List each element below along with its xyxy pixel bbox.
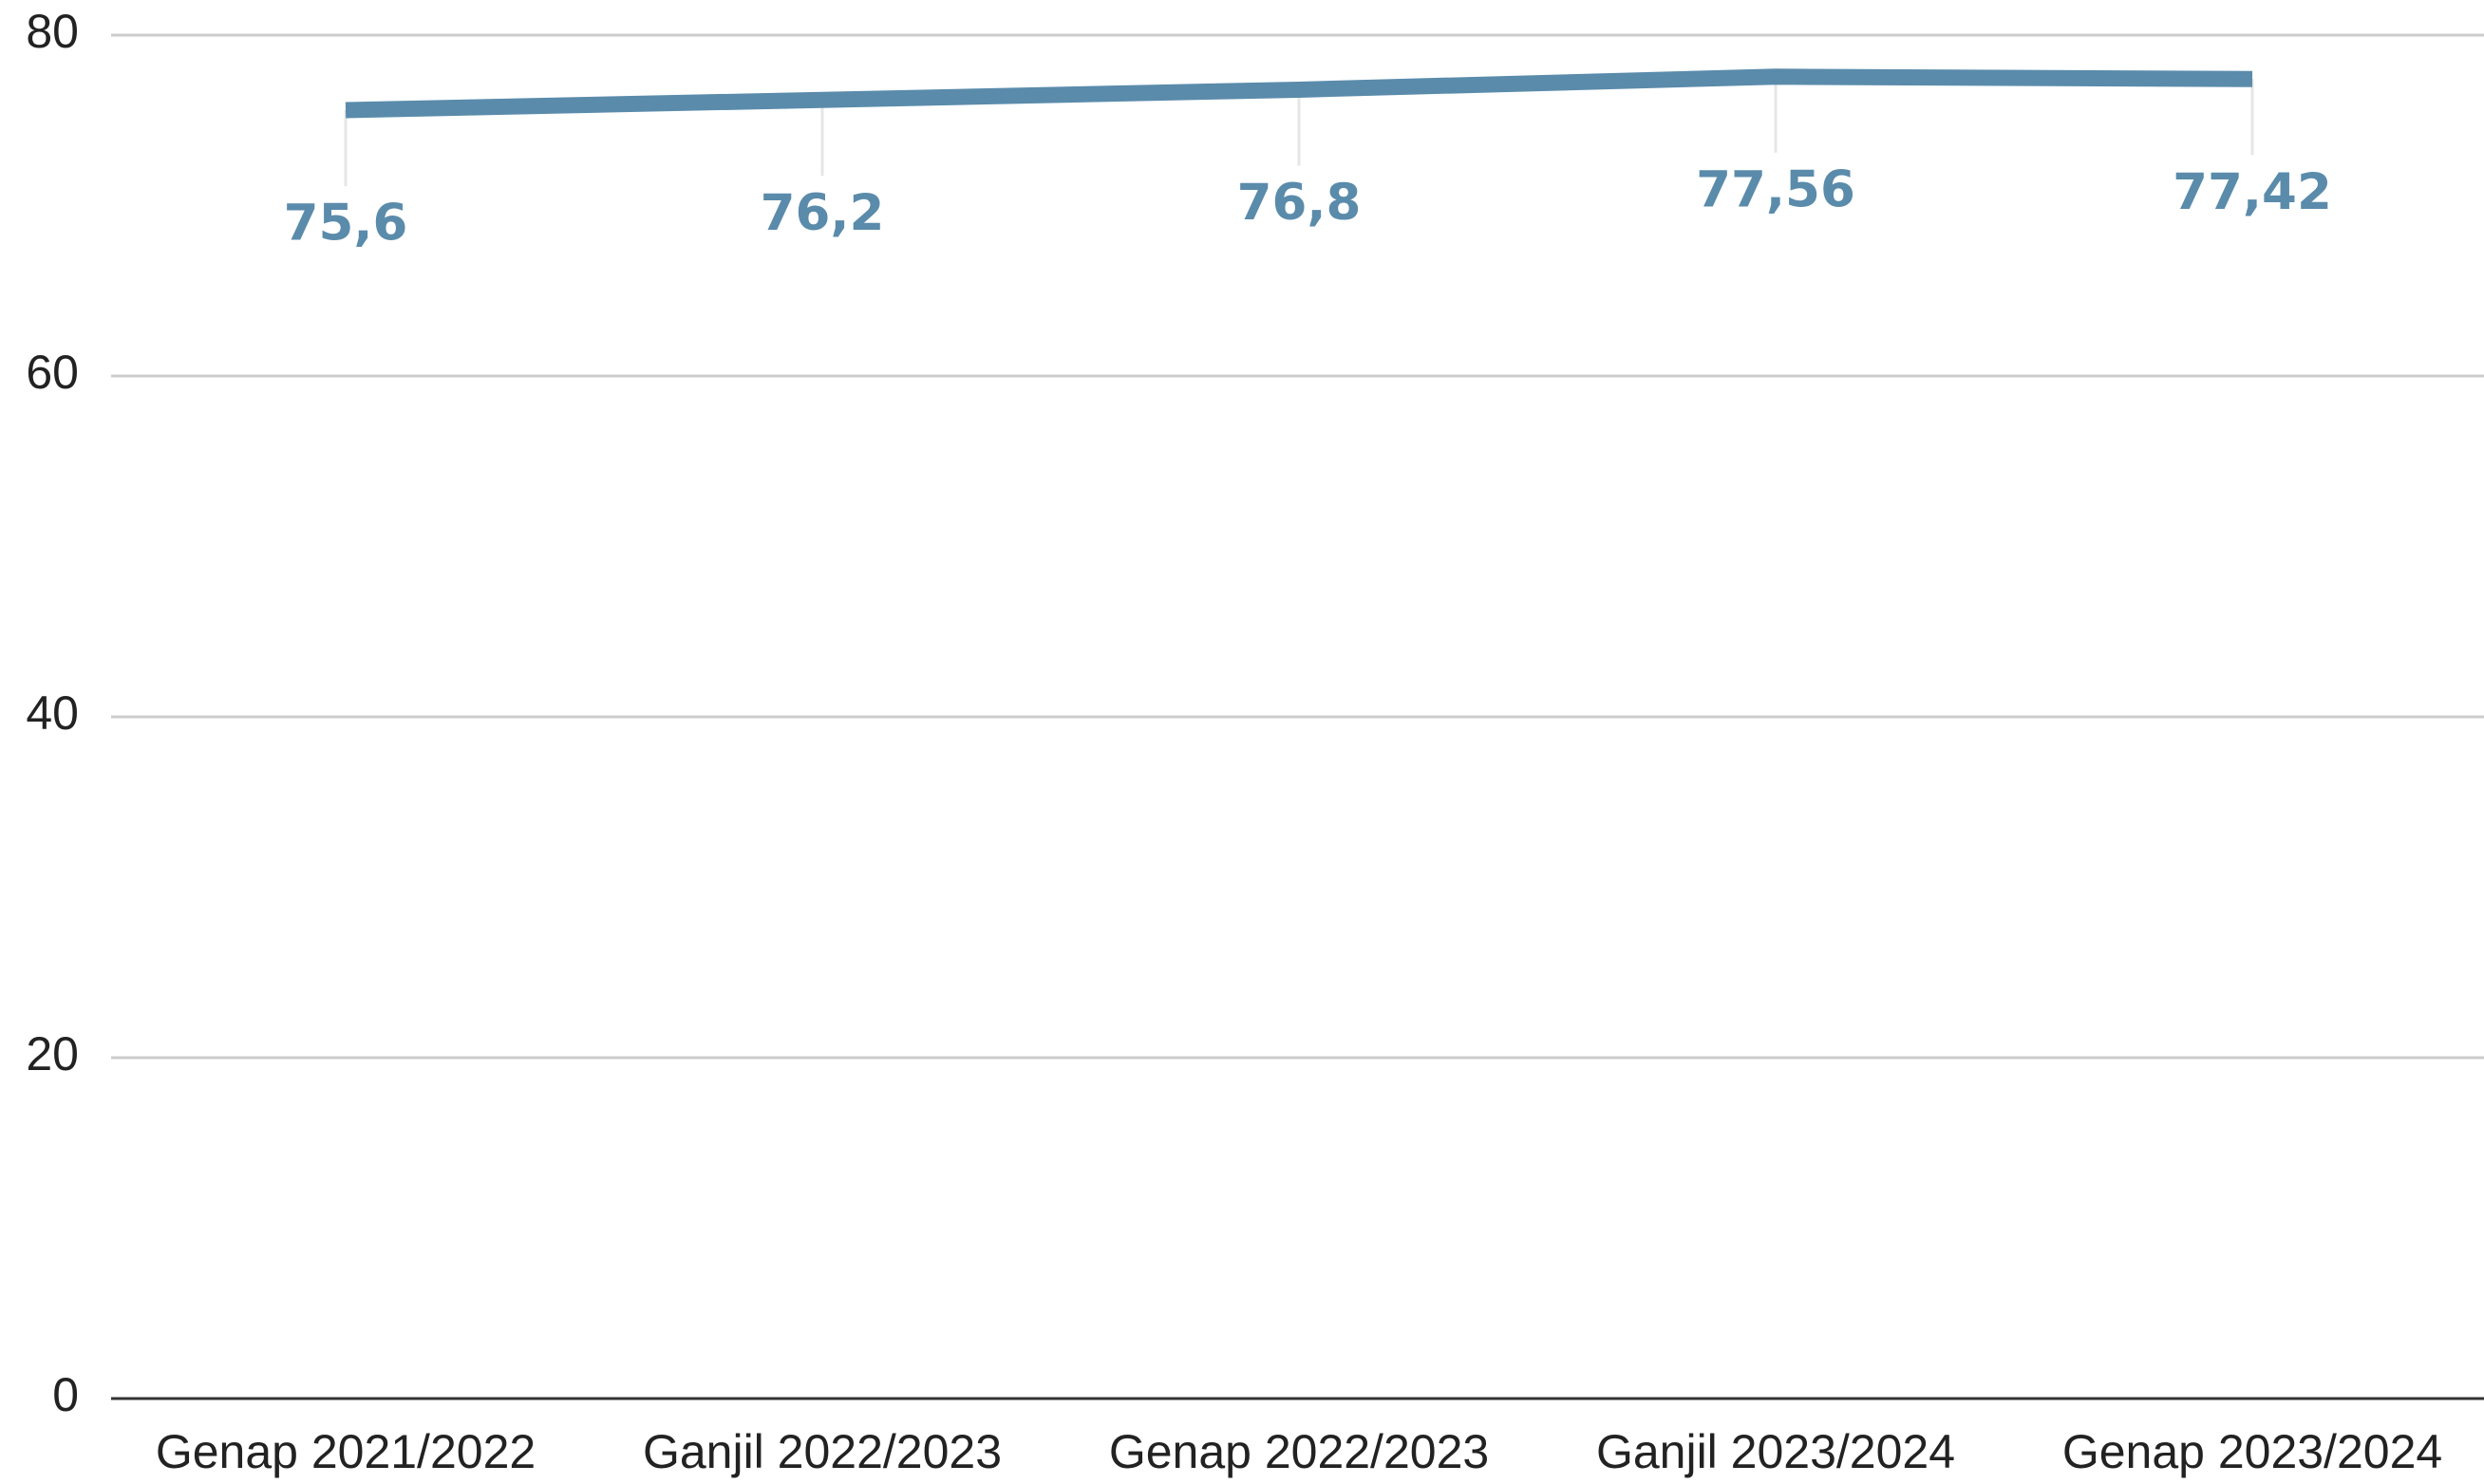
x-tick-label: Genap 2022/2023 [1109,1425,1489,1478]
y-tick-label: 80 [26,5,79,58]
y-tick-label: 60 [26,346,79,399]
data-label: 77,42 [2173,163,2332,221]
data-label: 76,2 [761,184,885,242]
line [345,68,2253,119]
y-tick-label: 20 [26,1027,79,1080]
x-tick-label: Ganjil 2023/2024 [1596,1425,1955,1478]
y-tick-label: 0 [52,1368,79,1421]
x-tick-label: Ganjil 2022/2023 [643,1425,1002,1478]
x-tick-label: Genap 2023/2024 [2062,1425,2442,1478]
data-label: 77,56 [1696,160,1855,218]
x-tick-label: Genap 2021/2022 [156,1425,536,1478]
data-label: 75,6 [284,195,408,253]
data-label: 76,8 [1237,174,1362,232]
y-tick-label: 40 [26,686,79,740]
